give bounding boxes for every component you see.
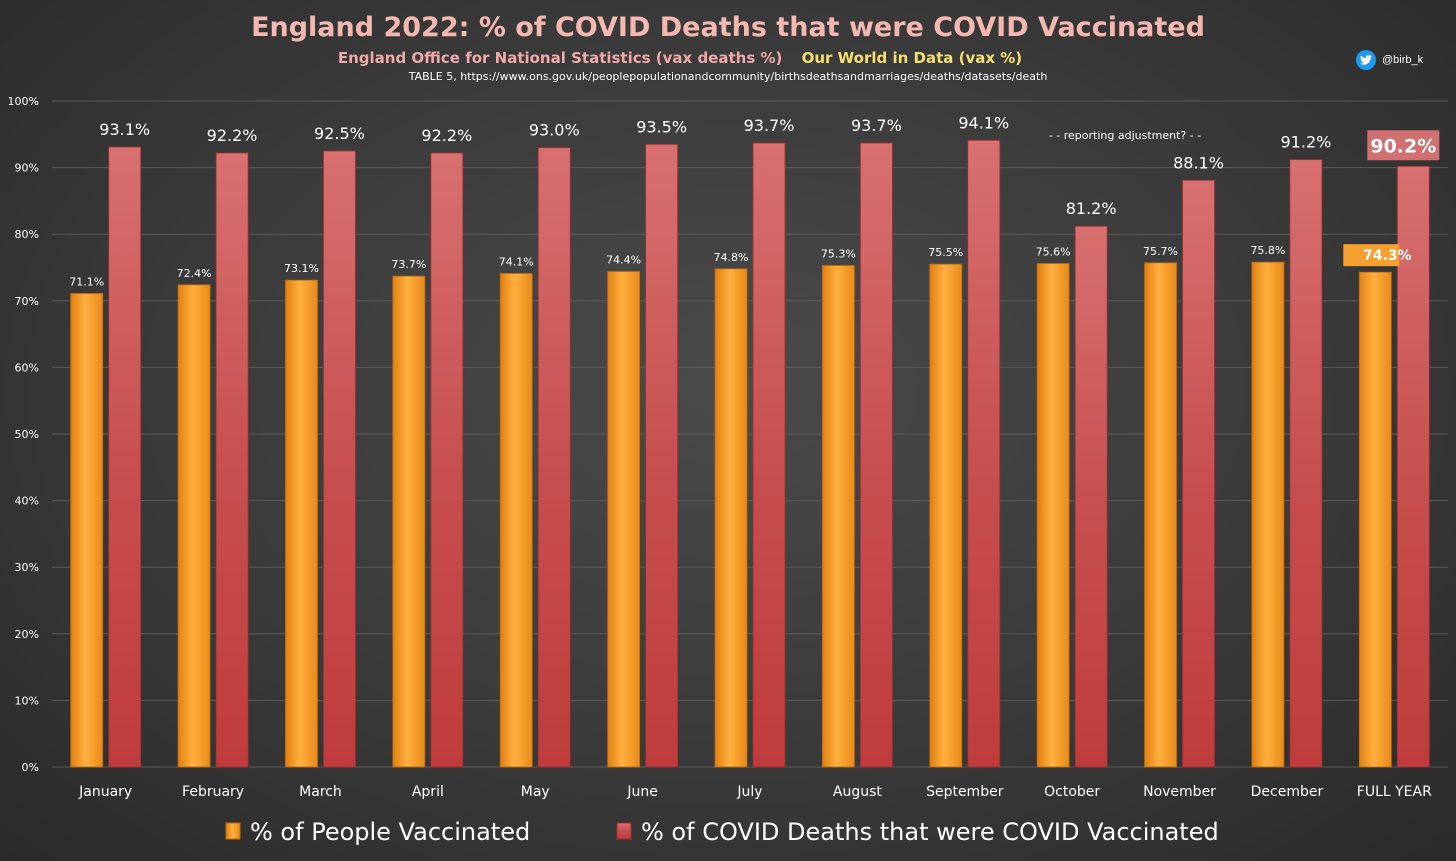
- data-label-deaths: 90.2%: [1370, 135, 1436, 157]
- y-tick-label: 60%: [15, 361, 39, 374]
- bar-deaths-vaccinated: [1074, 225, 1108, 768]
- bar-deaths-vaccinated: [430, 152, 464, 768]
- data-label-vaccinated: 73.7%: [391, 258, 426, 271]
- chart-title: England 2022: % of COVID Deaths that wer…: [251, 12, 1205, 43]
- twitter-handle: @birb_k: [1382, 54, 1424, 66]
- subtitle-ons: England Office for National Statistics (…: [338, 49, 783, 67]
- x-tick-label: May: [521, 784, 550, 800]
- data-label-vaccinated: 75.5%: [928, 246, 963, 259]
- data-label-deaths: 93.0%: [529, 121, 580, 140]
- x-tick-label: April: [412, 784, 444, 800]
- y-tick-label: 0%: [22, 761, 39, 774]
- twitter-badge[interactable]: @birb_k: [1356, 50, 1423, 70]
- data-label-deaths: 93.5%: [636, 117, 687, 136]
- x-tick-label: June: [626, 784, 658, 800]
- y-tick-label: 80%: [15, 228, 39, 241]
- data-label-vaccinated: 74.3%: [1363, 248, 1412, 264]
- bar-deaths-vaccinated: [1396, 165, 1430, 768]
- data-label-deaths: 88.1%: [1173, 153, 1224, 172]
- bar-vaccinated: [285, 279, 318, 768]
- data-label-deaths: 91.2%: [1281, 133, 1332, 152]
- annotation: - - reporting adjustment? - -: [1049, 129, 1201, 142]
- data-label-deaths: 93.7%: [744, 116, 795, 135]
- x-tick-label: December: [1251, 784, 1324, 800]
- x-tick-label: October: [1044, 784, 1100, 800]
- bars: [70, 139, 1430, 768]
- data-label-vaccinated: 74.8%: [714, 251, 749, 264]
- bar-deaths-vaccinated: [1182, 179, 1215, 768]
- data-label-deaths: 93.1%: [99, 120, 150, 139]
- twitter-icon: [1356, 50, 1376, 70]
- bar-deaths-vaccinated: [215, 152, 249, 768]
- y-tick-label: 100%: [8, 95, 39, 108]
- data-label-deaths: 94.1%: [958, 113, 1009, 132]
- bar-vaccinated: [929, 263, 963, 768]
- y-tick-label: 40%: [15, 495, 39, 508]
- bar-deaths-vaccinated: [323, 150, 356, 768]
- x-axis: January February March April May June July Augu…: [78, 784, 1432, 800]
- y-tick-label: 90%: [15, 162, 39, 175]
- y-tick-label: 30%: [15, 561, 39, 574]
- chart-subtitle: England Office for National Statistics (…: [338, 49, 1022, 67]
- data-label-deaths: 93.7%: [851, 116, 902, 135]
- data-label-vaccinated: 75.6%: [1036, 246, 1071, 259]
- data-label-vaccinated: 74.4%: [606, 253, 641, 266]
- chart-source: TABLE 5, https://www.ons.gov.uk/peoplepo…: [408, 70, 1048, 83]
- data-label-vaccinated: 74.1%: [499, 255, 534, 268]
- x-tick-label: November: [1143, 784, 1216, 800]
- data-label-vaccinated: 75.8%: [1250, 244, 1285, 257]
- data-label-vaccinated: 72.4%: [177, 267, 212, 280]
- data-label-deaths: 92.2%: [207, 126, 258, 145]
- x-tick-label: August: [833, 784, 883, 800]
- legend-vaccinated-label: % of People Vaccinated: [250, 818, 530, 846]
- bar-vaccinated: [392, 275, 426, 768]
- y-axis: 0% 10% 20% 30% 40% 50% 60% 70% 80% 90% 100%: [8, 95, 39, 774]
- bar-deaths-vaccinated: [108, 146, 142, 768]
- data-label-vaccinated: 71.1%: [69, 275, 104, 288]
- bar-vaccinated: [1251, 261, 1285, 768]
- legend: % of People Vaccinated % of COVID Deaths …: [225, 818, 1219, 846]
- bar-deaths-vaccinated: [859, 142, 893, 768]
- data-label-vaccinated: 75.7%: [1143, 245, 1178, 258]
- bar-deaths-vaccinated: [1289, 159, 1323, 768]
- bar-vaccinated: [607, 271, 641, 768]
- data-label-deaths: 92.5%: [314, 124, 365, 143]
- data-label-deaths: 92.2%: [421, 126, 472, 145]
- full-year-vaccinated-highlight: [1343, 244, 1400, 267]
- bar-vaccinated: [714, 268, 748, 768]
- bar-vaccinated: [499, 273, 533, 768]
- data-label-vaccinated: 73.1%: [284, 262, 319, 275]
- grid: [52, 100, 1448, 768]
- x-tick-label: FULL YEAR: [1357, 784, 1432, 800]
- data-label-deaths: 81.2%: [1066, 199, 1117, 218]
- bar-vaccinated: [177, 284, 211, 768]
- legend-vaccinated-swatch: [225, 822, 241, 840]
- y-tick-label: 50%: [15, 428, 39, 441]
- bar-deaths-vaccinated: [537, 147, 571, 768]
- x-tick-label: February: [182, 784, 244, 800]
- bar-vaccinated: [1144, 262, 1177, 768]
- bar-deaths-vaccinated: [645, 143, 679, 768]
- full-year-deaths-highlight: [1367, 130, 1440, 161]
- data-label-vaccinated: 75.3%: [821, 248, 856, 261]
- x-tick-label: September: [926, 784, 1004, 800]
- bar-deaths-vaccinated: [967, 139, 1001, 768]
- legend-deaths-label: % of COVID Deaths that were COVID Vaccin…: [641, 818, 1219, 846]
- bar-vaccinated: [1358, 271, 1392, 768]
- bar-vaccinated: [70, 293, 104, 768]
- y-tick-label: 10%: [15, 694, 39, 707]
- legend-deaths-swatch: [616, 822, 632, 840]
- x-tick-label: March: [299, 784, 342, 800]
- y-tick-label: 20%: [15, 628, 39, 641]
- x-tick-label: July: [736, 784, 762, 800]
- subtitle-owid: Our World in Data (vax %): [802, 49, 1023, 67]
- bar-vaccinated: [1036, 263, 1070, 768]
- data-labels: 71.1% 93.1% 72.4% 92.2% 73.1% 92.5% 73.7% 92.2%…: [69, 113, 1440, 288]
- bar-vaccinated: [821, 265, 855, 768]
- y-tick-label: 70%: [15, 295, 39, 308]
- x-tick-label: January: [78, 784, 132, 800]
- bar-deaths-vaccinated: [752, 142, 786, 768]
